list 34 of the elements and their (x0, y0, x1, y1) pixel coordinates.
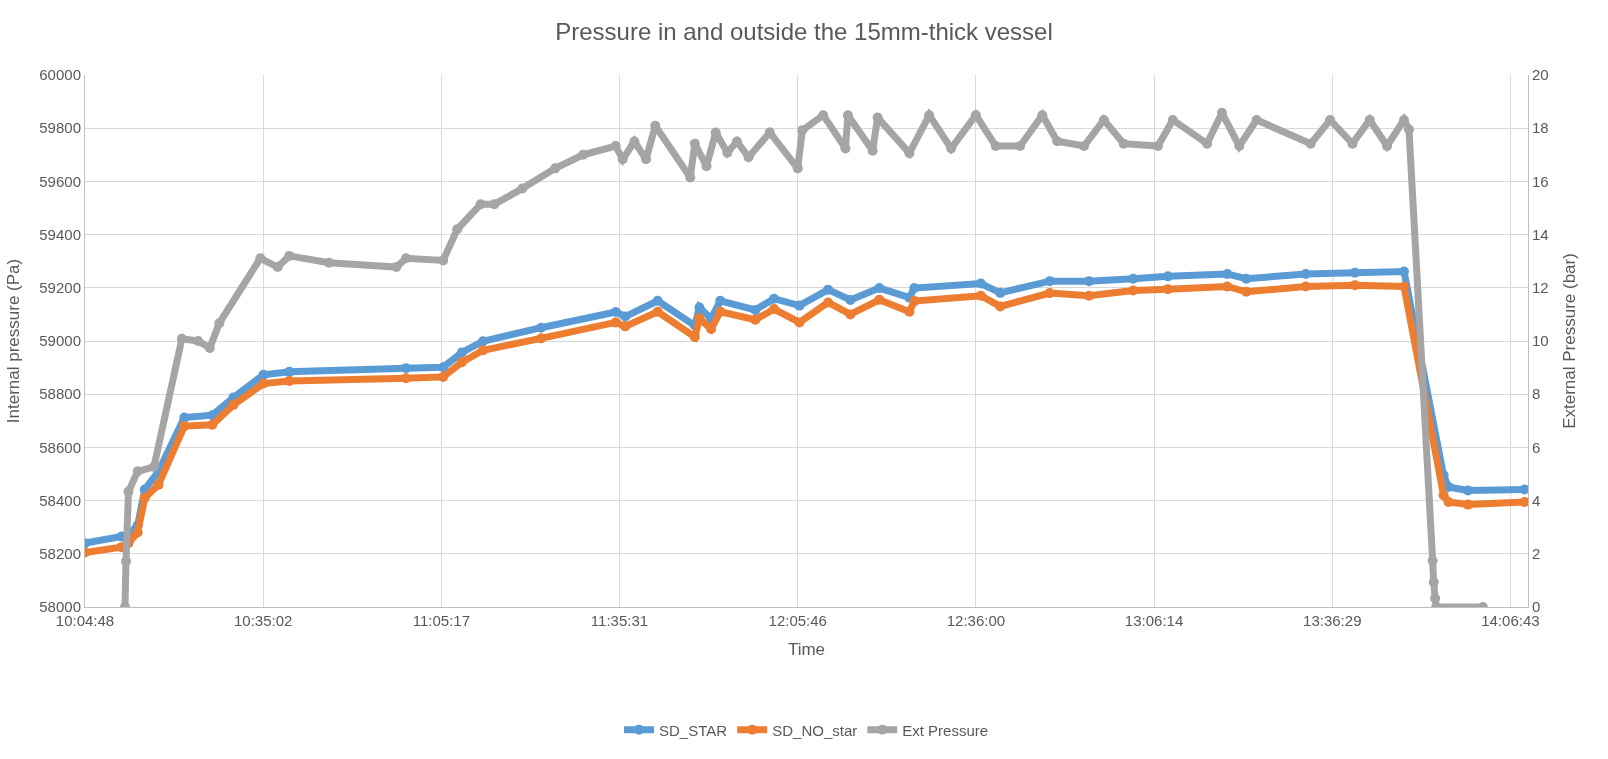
y2-tick-label: 14 (1532, 225, 1549, 243)
x-axis-title: Time (787, 640, 826, 660)
chart-title: Pressure in and outside the 15mm-thick vessel (555, 17, 1053, 45)
y2-axis-title: External Pressure (bar) (1560, 253, 1580, 429)
y-axis-title: Internal pressure (Pa) (3, 258, 23, 424)
legend-label: SD_NO_star (772, 721, 858, 739)
y2-tick-label: 10 (1532, 332, 1549, 350)
y-tick-label: 59000 (39, 332, 81, 350)
x-tick-label: 12:05:46 (768, 612, 827, 629)
x-tick-label: 12:36:00 (946, 612, 1006, 629)
x-tick-label: 11:05:17 (412, 612, 471, 629)
y-tick-label: 59600 (39, 172, 81, 190)
x-tick-label: 10:35:02 (233, 612, 293, 629)
y-tick-label: 59400 (39, 225, 81, 243)
x-tick-label: 13:36:29 (1303, 612, 1362, 629)
y2-tick-label: 16 (1532, 172, 1549, 190)
y2-tick-label: 12 (1532, 279, 1549, 297)
y2-tick-label: 8 (1532, 385, 1541, 403)
y-tick-label: 58600 (39, 438, 81, 456)
legend-label: SD_STAR (659, 721, 728, 739)
y2-tick-label: 6 (1532, 438, 1541, 456)
y2-tick-label: 4 (1532, 491, 1541, 509)
x-tick-label: 13:06:14 (1124, 612, 1184, 629)
y-tick-label: 58200 (39, 545, 81, 563)
y-tick-label: 59800 (39, 119, 81, 137)
y-tick-label: 58400 (39, 491, 81, 509)
y2-tick-label: 18 (1532, 119, 1549, 137)
x-tick-label: 11:35:31 (590, 612, 649, 629)
legend-label: Ext Pressure (902, 721, 989, 739)
y-tick-label: 60000 (39, 66, 81, 84)
y2-tick-label: 2 (1532, 545, 1541, 563)
y-tick-label: 59200 (39, 279, 81, 297)
y2-tick-label: 20 (1532, 66, 1549, 84)
y-tick-label: 58800 (39, 385, 81, 403)
